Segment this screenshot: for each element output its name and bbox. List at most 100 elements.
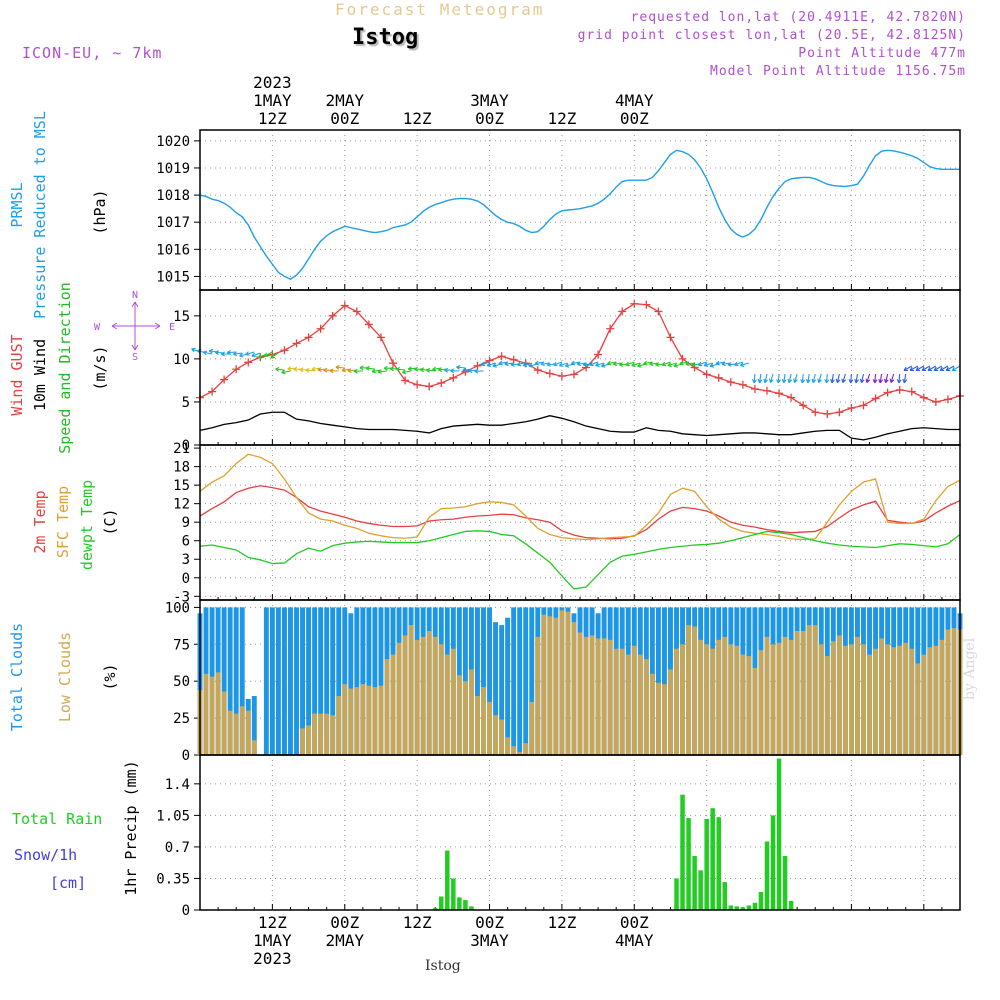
low-cloud-bar <box>945 629 951 755</box>
rain-bar <box>704 818 709 910</box>
total-cloud-bar <box>378 607 384 755</box>
low-cloud-bar <box>239 706 245 755</box>
low-cloud-bar <box>426 631 432 755</box>
wind-arrow <box>516 361 526 367</box>
top-time-label: 12Z <box>403 109 432 128</box>
wind-arrow <box>263 351 273 357</box>
top-time-label: 12Z <box>258 109 287 128</box>
low-cloud-bar <box>408 625 414 755</box>
y-tick-label: 100 <box>165 600 190 616</box>
top-time-label: 00Z <box>620 109 649 128</box>
low-cloud-bar <box>559 610 565 755</box>
wind-arrow <box>432 366 442 372</box>
total-cloud-bar <box>269 607 275 755</box>
rain-bar <box>770 815 776 910</box>
wind-10m-label: 10m Wind <box>31 339 49 411</box>
panel-precip: 0 0.35 0.7 1.05 1.4 <box>156 754 961 919</box>
panel-clouds: 0 25 50 75 100 <box>165 599 963 764</box>
low-cloud-bar <box>595 638 601 755</box>
low-cloud-bar <box>704 644 710 755</box>
wind-arrow <box>401 369 412 375</box>
wind-arrow <box>281 369 291 375</box>
low-cloud-bar <box>432 636 438 755</box>
low-cloud-bar <box>818 644 824 755</box>
low-cloud-bar <box>221 691 227 755</box>
gust-marker <box>244 358 253 367</box>
low-cloud-bar <box>903 642 909 755</box>
low-cloud-bar <box>674 648 679 755</box>
gust-marker <box>389 359 398 368</box>
low-cloud-bar <box>722 636 728 755</box>
compass-e: E <box>169 322 175 333</box>
wind-arrow <box>462 367 472 373</box>
low-cloud-bar <box>686 625 692 755</box>
low-cloud-bar <box>438 644 444 755</box>
rain-bar <box>788 900 794 910</box>
low-cloud-bar <box>456 675 462 755</box>
gust-marker <box>835 408 844 417</box>
rain-bar <box>752 902 758 910</box>
low-clouds-label: Low Clouds <box>56 632 74 722</box>
total-cloud-bar <box>360 607 366 755</box>
wind-arrow <box>835 373 841 384</box>
total-cloud-bar <box>505 617 511 755</box>
low-cloud-bar <box>577 632 583 755</box>
gust-marker <box>762 386 771 395</box>
low-cloud-bar <box>668 669 673 755</box>
low-cloud-bar <box>565 611 571 755</box>
total-cloud-bar <box>263 607 269 755</box>
compass-n: N <box>132 290 138 301</box>
wind-arrow <box>232 351 243 357</box>
low-cloud-bar <box>384 659 390 755</box>
gust-marker <box>545 369 554 378</box>
low-cloud-bar <box>306 725 312 755</box>
low-cloud-bar <box>203 673 209 755</box>
rain-bar <box>432 908 438 910</box>
low-cloud-bar <box>336 695 342 755</box>
rain-bar <box>734 906 740 910</box>
wind-direction-arrows <box>191 347 961 384</box>
wind-arrow <box>921 365 931 372</box>
gust-marker <box>280 346 289 355</box>
compass-s: S <box>132 352 138 363</box>
gust-marker <box>437 379 446 387</box>
gust-marker <box>738 380 747 389</box>
rain-bar <box>716 817 721 910</box>
wind-arrow <box>270 352 279 359</box>
y-tick-label: 21 <box>173 441 190 457</box>
low-cloud-bar <box>764 636 770 755</box>
gust-marker <box>232 365 241 374</box>
wind-arrow <box>865 373 871 384</box>
total-cloud-bar <box>511 607 517 755</box>
low-cloud-bar <box>402 635 408 755</box>
gust-marker <box>569 370 578 379</box>
wind-arrow <box>830 373 835 384</box>
low-cloud-bar <box>444 654 450 755</box>
low-cloud-bar <box>233 713 239 755</box>
wind-arrow <box>776 373 781 384</box>
low-cloud-bar <box>830 641 836 755</box>
y-tick-label: 9 <box>182 515 190 531</box>
low-cloud-bar <box>414 639 420 755</box>
wind-arrow <box>631 362 641 367</box>
total-cloud-bar <box>288 607 293 755</box>
clouds-unit: (%) <box>101 663 119 690</box>
bottom-time-label: 2MAY <box>325 931 364 950</box>
low-cloud-bar <box>933 645 939 755</box>
low-cloud-bar <box>541 614 547 755</box>
wind-arrow <box>787 373 793 384</box>
wind-arrow <box>945 365 955 372</box>
total-cloud-bar <box>312 607 318 755</box>
wind-arrow <box>805 373 811 384</box>
y-tick-label: 12 <box>173 497 190 513</box>
wind-arrow <box>450 368 460 374</box>
wind-arrow <box>697 361 707 367</box>
top-time-label: 1MAY <box>253 91 292 110</box>
low-cloud-bar <box>788 639 794 755</box>
rain-bar <box>457 897 462 910</box>
wind-direction-label: Speed and Direction <box>56 282 74 454</box>
wind-arrow <box>371 368 382 374</box>
wind-arrow <box>763 373 769 384</box>
low-cloud-bar <box>643 659 649 755</box>
